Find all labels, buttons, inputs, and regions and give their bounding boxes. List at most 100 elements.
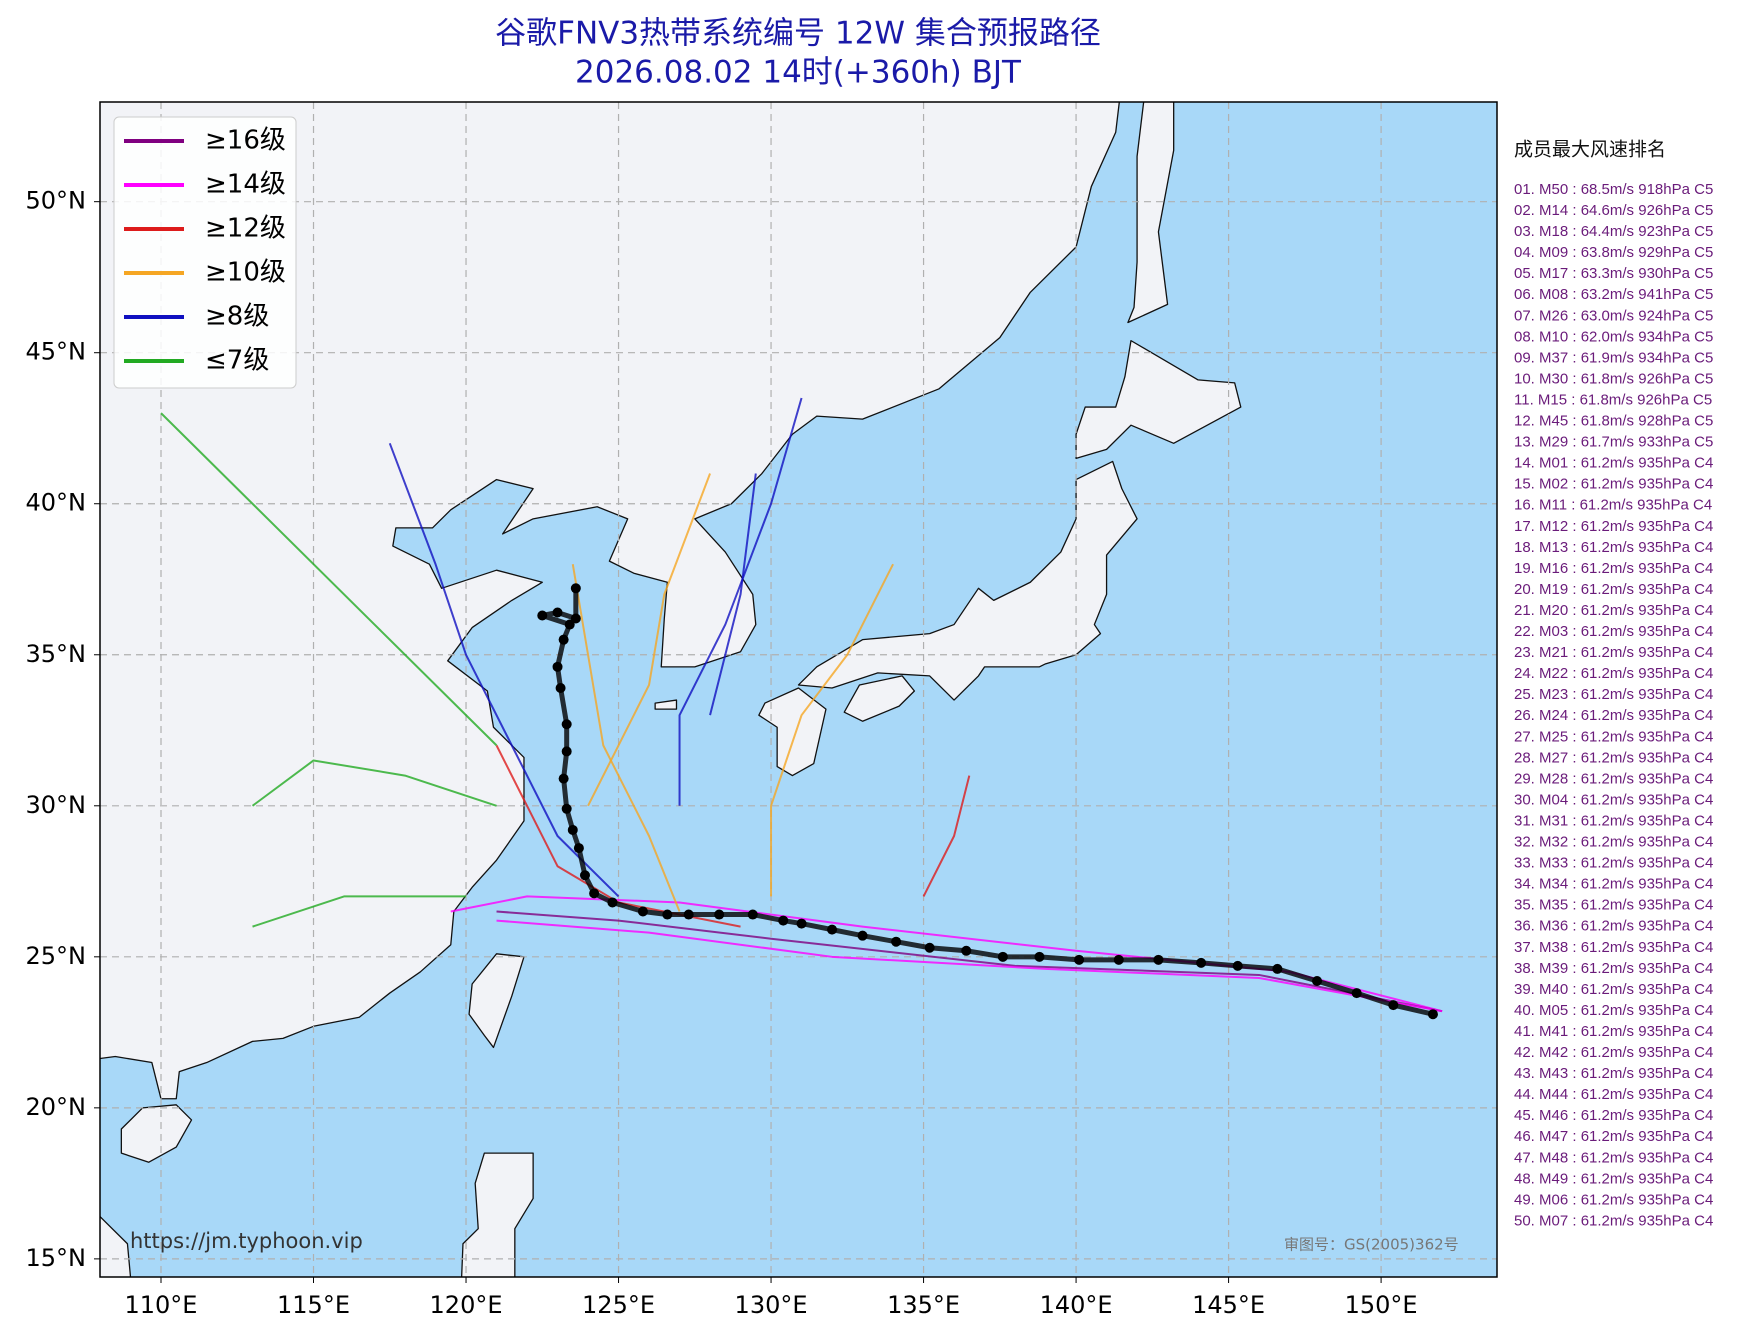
mean-track-point xyxy=(558,773,569,784)
legend-label: ≥12级 xyxy=(205,214,286,244)
ranking-item: 06. M08 : 63.2m/s 941hPa C5 xyxy=(1514,286,1713,303)
ranking-item: 32. M32 : 61.2m/s 935hPa C4 xyxy=(1514,834,1713,851)
ranking-item: 07. M26 : 63.0m/s 924hPa C5 xyxy=(1514,307,1713,324)
mean-track-point xyxy=(997,951,1008,962)
ranking-item: 13. M29 : 61.7m/s 933hPa C5 xyxy=(1514,434,1713,451)
member-track xyxy=(571,563,681,912)
lat-tick-label: 40°N xyxy=(26,489,87,517)
ranking-item: 47. M48 : 61.2m/s 935hPa C4 xyxy=(1514,1149,1713,1166)
member-track xyxy=(496,910,1443,1013)
mean-track-point xyxy=(714,909,725,920)
mean-track-point xyxy=(747,909,758,920)
lon-tick-label: 110°E xyxy=(125,1291,198,1319)
mean-track-point xyxy=(796,918,807,929)
mean-track-point xyxy=(564,619,575,630)
ranking-item: 33. M33 : 61.2m/s 935hPa C4 xyxy=(1514,855,1713,872)
ranking-item: 03. M18 : 64.4m/s 923hPa C5 xyxy=(1514,223,1713,240)
lon-tick-label: 135°E xyxy=(887,1291,960,1319)
mean-track-point xyxy=(537,610,548,621)
ranking-item: 08. M10 : 62.0m/s 934hPa C5 xyxy=(1514,328,1713,345)
member-track xyxy=(587,473,711,807)
ranking-title: 成员最大风速排名 xyxy=(1514,139,1666,161)
axis-labels: 110°E 115°E 120°E 125°E 130°E 135°E 140°E 145°E… xyxy=(26,187,1418,1319)
ranking-item: 25. M23 : 61.2m/s 935hPa C4 xyxy=(1514,686,1713,703)
mean-track-point xyxy=(607,897,618,908)
member-track xyxy=(388,442,620,898)
lon-tick-label: 125°E xyxy=(582,1291,655,1319)
ranking-item: 20. M19 : 61.2m/s 935hPa C4 xyxy=(1514,581,1713,598)
member-track xyxy=(709,473,757,716)
ranking-item: 26. M24 : 61.2m/s 935hPa C4 xyxy=(1514,707,1713,724)
legend: ≥16级 ≥14级 ≥12级 ≥10级 ≥8级 ≤7级 xyxy=(124,126,286,376)
lon-tick-label: 120°E xyxy=(430,1291,503,1319)
mean-track-point xyxy=(827,924,838,935)
ranking-item: 21. M20 : 61.2m/s 935hPa C4 xyxy=(1514,602,1713,619)
ranking-item: 12. M45 : 61.8m/s 928hPa C5 xyxy=(1514,413,1713,430)
mean-track-point xyxy=(924,942,935,953)
lat-tick-label: 30°N xyxy=(26,791,87,819)
legend-label: ≥14级 xyxy=(205,170,286,200)
ranking-item: 42. M42 : 61.2m/s 935hPa C4 xyxy=(1514,1044,1713,1061)
lon-tick-label: 140°E xyxy=(1040,1291,1113,1319)
ranking-item: 48. M49 : 61.2m/s 935hPa C4 xyxy=(1514,1170,1713,1187)
mean-track-point xyxy=(561,719,572,730)
ranking-item: 16. M11 : 61.2m/s 935hPa C4 xyxy=(1514,497,1712,514)
lat-tick-label: 20°N xyxy=(26,1093,87,1121)
mean-track-point xyxy=(1427,1009,1438,1020)
ranking-item: 46. M47 : 61.2m/s 935hPa C4 xyxy=(1514,1128,1713,1145)
sakhalin xyxy=(1128,102,1174,323)
ranking-item: 15. M02 : 61.2m/s 935hPa C4 xyxy=(1514,476,1713,493)
lon-tick-label: 150°E xyxy=(1345,1291,1418,1319)
mean-track-point xyxy=(573,843,584,854)
mean-track-point xyxy=(1153,954,1164,965)
approval-number: 审图号：GS(2005)362号 xyxy=(1284,1236,1459,1254)
ranking-item: 24. M22 : 61.2m/s 935hPa C4 xyxy=(1514,665,1713,682)
ranking-item: 40. M05 : 61.2m/s 935hPa C4 xyxy=(1514,1002,1713,1019)
lon-tick-label: 145°E xyxy=(1192,1291,1265,1319)
legend-label: ≤7级 xyxy=(205,346,269,376)
ranking-item: 19. M16 : 61.2m/s 935hPa C4 xyxy=(1514,560,1713,577)
ranking-item: 27. M25 : 61.2m/s 935hPa C4 xyxy=(1514,728,1713,745)
mean-track-point xyxy=(1272,963,1283,974)
ranking-item: 22. M03 : 61.2m/s 935hPa C4 xyxy=(1514,623,1713,640)
ranking-item: 01. M50 : 68.5m/s 918hPa C5 xyxy=(1514,181,1713,198)
ranking-item: 45. M46 : 61.2m/s 935hPa C4 xyxy=(1514,1107,1713,1124)
ranking-item: 43. M43 : 61.2m/s 935hPa C4 xyxy=(1514,1065,1713,1082)
ranking-item: 09. M37 : 61.9m/s 934hPa C5 xyxy=(1514,349,1713,366)
member-track xyxy=(496,919,1443,1013)
mean-track-point xyxy=(662,909,673,920)
jeju xyxy=(655,700,676,709)
ranking-item: 11. M15 : 61.8m/s 926hPa C5 xyxy=(1514,391,1712,408)
ranking-item: 49. M06 : 61.2m/s 935hPa C4 xyxy=(1514,1191,1713,1208)
ranking-item: 39. M40 : 61.2m/s 935hPa C4 xyxy=(1514,981,1713,998)
mean-track-point xyxy=(1351,988,1362,999)
mean-track-point xyxy=(1232,960,1243,971)
subtitle: 2026.08.02 14时(+360h) BJT xyxy=(575,55,1022,91)
mean-track-point xyxy=(1034,951,1045,962)
ranking-item: 38. M39 : 61.2m/s 935hPa C4 xyxy=(1514,960,1713,977)
ranking-item: 04. M09 : 63.8m/s 929hPa C5 xyxy=(1514,244,1713,261)
mean-track-point xyxy=(891,936,902,947)
lon-tick-label: 115°E xyxy=(277,1291,350,1319)
grid xyxy=(100,102,1497,1277)
mean-track-point xyxy=(589,888,600,899)
ranking-item: 35. M35 : 61.2m/s 935hPa C4 xyxy=(1514,897,1713,914)
ranking-item: 10. M30 : 61.8m/s 926hPa C5 xyxy=(1514,370,1713,387)
honshu xyxy=(798,461,1137,700)
lat-tick-label: 50°N xyxy=(26,187,87,215)
member-track xyxy=(495,744,741,928)
mean-track-point xyxy=(1388,1000,1399,1011)
lat-tick-label: 15°N xyxy=(26,1244,87,1272)
mean-track-point xyxy=(857,930,868,941)
ranking-item: 41. M41 : 61.2m/s 935hPa C4 xyxy=(1514,1023,1713,1040)
lat-tick-label: 35°N xyxy=(26,640,87,668)
ranking-item: 14. M01 : 61.2m/s 935hPa C4 xyxy=(1514,455,1713,472)
ranking-item: 50. M07 : 61.2m/s 935hPa C4 xyxy=(1514,1212,1713,1229)
legend-label: ≥8级 xyxy=(205,302,269,332)
legend-label: ≥16级 xyxy=(205,126,286,156)
mean-track-point xyxy=(579,870,590,881)
mean-track-point xyxy=(637,906,648,917)
ranking-item: 05. M17 : 63.3m/s 930hPa C5 xyxy=(1514,265,1713,282)
ranking-item: 31. M31 : 61.2m/s 935hPa C4 xyxy=(1514,812,1713,829)
